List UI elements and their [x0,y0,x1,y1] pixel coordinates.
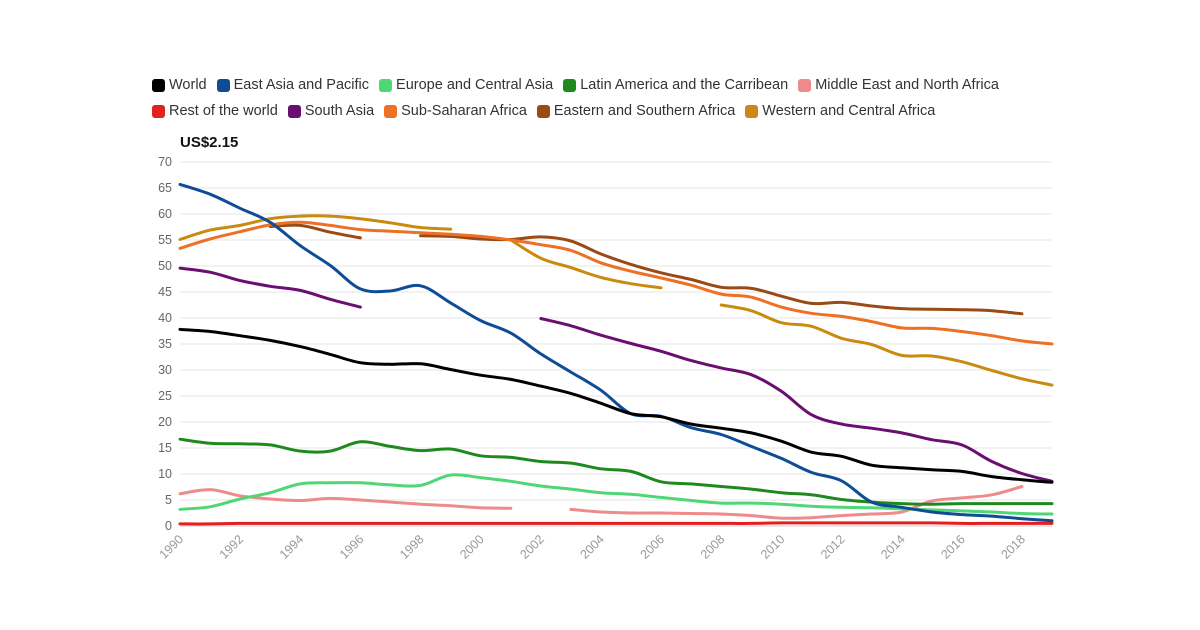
series-line-western-and-central-africa-seg3 [719,303,1054,387]
series-lines [178,182,1054,526]
x-tick-label: 2012 [818,532,848,562]
y-tick-label: 60 [158,207,172,221]
series-line-south-asia-seg2 [539,317,1054,483]
legend-label: Eastern and Southern Africa [553,103,736,119]
y-tick-label: 0 [165,519,172,533]
legend-label: Europe and Central Asia [396,77,554,93]
legend-swatch [384,104,398,118]
legend-label: Latin America and the Carribean [580,77,789,93]
chart-legend: World East Asia and Pacific Europe and Cen… [152,76,1052,120]
legend-swatch [152,104,165,118]
x-tick-label: 1994 [277,532,307,562]
series-line-world [178,327,1054,484]
x-tick-label: 2000 [457,532,487,562]
x-tick-label: 2014 [878,532,908,562]
y-tick-label: 30 [158,363,172,377]
y-tick-label: 10 [158,467,172,481]
series-line-middle-east-and-north-africa-seg2 [569,485,1024,520]
series-line-eastern-and-southern-africa-seg1 [268,223,362,240]
y-tick-label: 15 [158,441,172,455]
x-tick-label: 1996 [337,532,367,562]
y-tick-label: 35 [158,337,172,351]
legend-label: Sub-Saharan Africa [401,103,527,119]
legend-label: South Asia [304,103,375,119]
series-line-south-asia-seg1 [178,266,362,309]
y-tick-label: 25 [158,389,172,403]
x-tick-label: 2016 [938,532,968,562]
y-tick-label: 70 [158,155,172,169]
legend-swatch [152,78,165,92]
legend-item-europe-and-central-asia[interactable]: Europe and Central Asia [379,76,553,94]
legend-item-east-asia-and-pacific[interactable]: East Asia and Pacific [216,76,370,94]
x-tick-label: 2006 [638,532,668,562]
legend-item-sub-saharan-africa[interactable]: Sub-Saharan Africa [384,102,527,120]
x-tick-label: 1990 [157,532,187,562]
legend-label: Western and Central Africa [762,103,936,119]
series-line-europe-and-central-asia [178,473,1054,516]
y-tick-label: 45 [158,285,172,299]
y-tick-label: 20 [158,415,172,429]
x-tick-label: 2018 [998,532,1028,562]
legend-swatch [379,78,393,92]
legend-swatch [563,78,577,92]
legend-swatch [216,78,230,92]
y-tick-label: 55 [158,233,172,247]
legend-swatch [798,78,812,92]
legend-item-middle-east-and-north-africa[interactable]: Middle East and North Africa [798,76,999,94]
series-line-western-and-central-africa-seg1 [178,214,453,241]
x-tick-label: 2008 [698,532,728,562]
y-tick-label: 65 [158,181,172,195]
x-tick-label: 2004 [578,532,608,562]
legend-item-south-asia[interactable]: South Asia [287,102,375,120]
legend-item-eastern-and-southern-africa[interactable]: Eastern and Southern Africa [536,102,736,120]
legend-item-rest-of-the-world[interactable]: Rest of the world [152,102,278,120]
legend-swatch [287,104,301,118]
series-line-latin-america-and-the-carribean [178,437,1054,506]
y-tick-label: 5 [165,493,172,507]
legend-item-world[interactable]: World [152,76,207,94]
gridlines [180,161,1052,527]
y-tick-label: 50 [158,259,172,273]
legend-swatch [745,104,759,118]
legend-label: East Asia and Pacific [233,77,370,93]
x-tick-label: 2002 [517,532,547,562]
y-tick-label: 40 [158,311,172,325]
series-line-eastern-and-southern-africa-seg2 [419,234,1024,316]
series-line-western-and-central-africa-seg2 [509,238,663,290]
legend-item-western-and-central-africa[interactable]: Western and Central Africa [745,102,935,120]
x-tick-label: 1992 [217,532,247,562]
series-line-middle-east-and-north-africa-seg1 [178,488,513,510]
legend-item-latin-america-and-the-carribean[interactable]: Latin America and the Carribean [563,76,788,94]
series-line-rest-of-the-world [178,521,1054,526]
x-tick-label: 1998 [397,532,427,562]
legend-label: Middle East and North Africa [815,77,999,93]
unit-label: US$2.15 [180,134,239,151]
legend-label: World [169,77,207,93]
series-line-east-asia-and-pacific [178,182,1054,523]
legend-swatch [536,104,550,118]
series-line-sub-saharan-africa [178,220,1054,346]
legend-label: Rest of the world [169,103,278,119]
x-tick-label: 2010 [758,532,788,562]
